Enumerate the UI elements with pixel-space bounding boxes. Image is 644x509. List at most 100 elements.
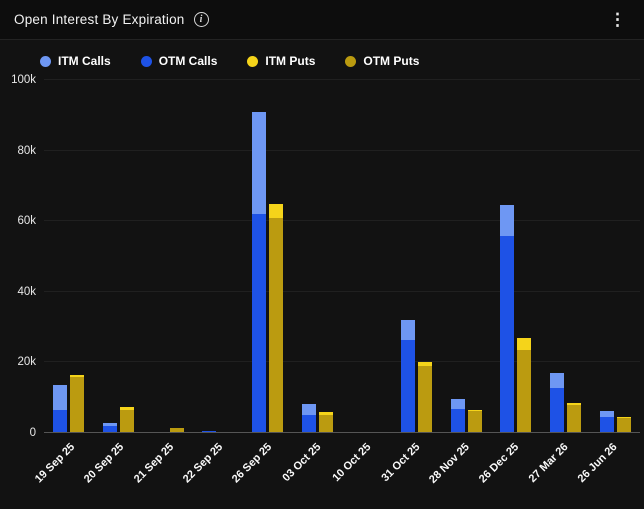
calls-bar[interactable]: [599, 80, 614, 433]
bar-segment-itm-calls[interactable]: [252, 111, 267, 215]
legend-label-itm-puts: ITM Puts: [265, 54, 316, 68]
gridline: [44, 220, 640, 222]
gridline: [44, 149, 640, 151]
bar-segment-otm-puts[interactable]: [120, 410, 134, 433]
kebab-menu-icon[interactable]: ⋮: [609, 10, 626, 29]
puts-bar[interactable]: [467, 80, 482, 433]
puts-bar[interactable]: [616, 80, 631, 433]
y-axis: 0 20k 40k 60k 80k 100k: [0, 74, 44, 439]
legend-item-otm-calls[interactable]: OTM Calls: [140, 54, 217, 68]
bar-segment-otm-calls[interactable]: [599, 416, 614, 433]
calls-bar[interactable]: [450, 80, 465, 433]
bar-segment-itm-puts[interactable]: [70, 374, 85, 377]
puts-bar[interactable]: [169, 80, 184, 433]
bar-segment-otm-calls[interactable]: [550, 388, 565, 433]
y-tick-label: 80k: [17, 144, 36, 157]
bar-segment-itm-puts[interactable]: [467, 410, 482, 412]
bar-group: [590, 80, 640, 433]
puts-bar[interactable]: [219, 80, 233, 433]
bar-segment-otm-calls[interactable]: [301, 415, 316, 433]
puts-bar[interactable]: [517, 80, 532, 433]
gridline: [44, 361, 640, 363]
chart-legend: ITM Calls OTM Calls ITM Puts OTM Puts: [0, 40, 644, 78]
puts-bar[interactable]: [70, 80, 85, 433]
bar-segment-itm-puts[interactable]: [418, 361, 433, 367]
legend-dot-itm-calls: [40, 55, 51, 67]
legend-label-otm-puts: OTM Puts: [363, 54, 420, 68]
legend-dot-otm-calls: [140, 55, 152, 67]
x-tick: 31 Oct 25: [379, 433, 438, 497]
plot-area: [44, 79, 640, 433]
gridline: [44, 290, 640, 292]
puts-bar[interactable]: [418, 80, 433, 433]
x-tick: 03 Oct 25: [281, 433, 340, 497]
bar-segment-itm-puts[interactable]: [517, 338, 532, 351]
bar-segment-itm-puts[interactable]: [318, 411, 333, 415]
calls-bar[interactable]: [153, 80, 167, 433]
x-tick: 10 Oct 25: [330, 433, 389, 497]
calls-bar[interactable]: [550, 80, 565, 433]
x-tick-label: 19 Sep 25: [32, 441, 78, 486]
legend-item-itm-calls[interactable]: ITM Calls: [40, 54, 111, 68]
y-tick-label: 100k: [11, 74, 36, 86]
calls-bar[interactable]: [401, 80, 416, 433]
bar-group: [541, 80, 591, 433]
bar-segment-otm-calls[interactable]: [103, 425, 117, 433]
bar-segment-otm-puts[interactable]: [467, 411, 482, 433]
calls-bar[interactable]: [301, 80, 316, 433]
calls-bar[interactable]: [103, 80, 117, 433]
bar-segment-itm-calls[interactable]: [599, 411, 614, 417]
bar-segment-itm-calls[interactable]: [500, 204, 515, 237]
bar-segment-otm-puts[interactable]: [616, 418, 631, 433]
bar-segment-itm-puts[interactable]: [567, 403, 582, 405]
x-tick: 26 Sep 25: [230, 433, 290, 497]
bar-segment-otm-puts[interactable]: [70, 376, 85, 433]
gridline: [44, 79, 640, 80]
bar-segment-itm-calls[interactable]: [550, 373, 565, 389]
bar-group: [441, 80, 491, 433]
bar-segment-otm-calls[interactable]: [252, 214, 267, 433]
calls-bar[interactable]: [202, 80, 217, 433]
bar-segment-otm-puts[interactable]: [567, 404, 582, 433]
x-tick: 27 Mar 26: [526, 433, 586, 497]
bar-segment-itm-puts[interactable]: [616, 417, 631, 419]
x-tick: 20 Sep 25: [82, 433, 142, 497]
x-axis: 19 Sep 25 20 Sep 25 21 Sep 25 22 Sep 25 26 S…: [33, 433, 636, 497]
calls-bar[interactable]: [351, 80, 366, 433]
y-tick-label: 40k: [17, 285, 36, 298]
calls-bar[interactable]: [252, 80, 267, 433]
bar-segment-otm-calls[interactable]: [401, 339, 416, 433]
bar-segment-otm-puts[interactable]: [418, 366, 433, 433]
bar-segment-otm-puts[interactable]: [318, 414, 333, 433]
bar-segment-itm-calls[interactable]: [103, 423, 117, 426]
bar-segment-otm-calls[interactable]: [450, 409, 465, 433]
bar-segment-itm-puts[interactable]: [269, 203, 284, 218]
bar-segment-itm-calls[interactable]: [53, 385, 68, 411]
bar-segment-otm-puts[interactable]: [517, 350, 532, 433]
legend-label-itm-calls: ITM Calls: [58, 54, 111, 68]
x-tick: 22 Sep 25: [181, 433, 241, 497]
legend-item-otm-puts[interactable]: OTM Puts: [345, 54, 419, 68]
x-tick: 21 Sep 25: [131, 433, 192, 497]
panel-header: Open Interest By Expiration i ⋮: [0, 0, 644, 40]
bar-segment-otm-puts[interactable]: [269, 217, 284, 433]
bar-segment-itm-puts[interactable]: [120, 406, 134, 411]
bar-segment-itm-calls[interactable]: [301, 404, 316, 415]
puts-bar[interactable]: [368, 80, 382, 433]
calls-bar[interactable]: [53, 80, 68, 433]
bar-segment-otm-calls[interactable]: [500, 236, 515, 433]
puts-bar[interactable]: [318, 80, 333, 433]
bar-segment-otm-puts[interactable]: [169, 428, 184, 433]
bar-segment-itm-calls[interactable]: [401, 320, 416, 340]
bar-segment-otm-calls[interactable]: [202, 430, 217, 433]
bar-group: [342, 80, 392, 433]
puts-bar[interactable]: [120, 80, 134, 433]
info-icon[interactable]: i: [193, 12, 209, 27]
bar-segment-otm-calls[interactable]: [53, 410, 68, 433]
calls-bar[interactable]: [500, 80, 515, 433]
puts-bar[interactable]: [269, 80, 284, 433]
legend-item-itm-puts[interactable]: ITM Puts: [247, 54, 315, 68]
bar-segment-itm-calls[interactable]: [450, 399, 465, 409]
puts-bar[interactable]: [567, 80, 582, 433]
